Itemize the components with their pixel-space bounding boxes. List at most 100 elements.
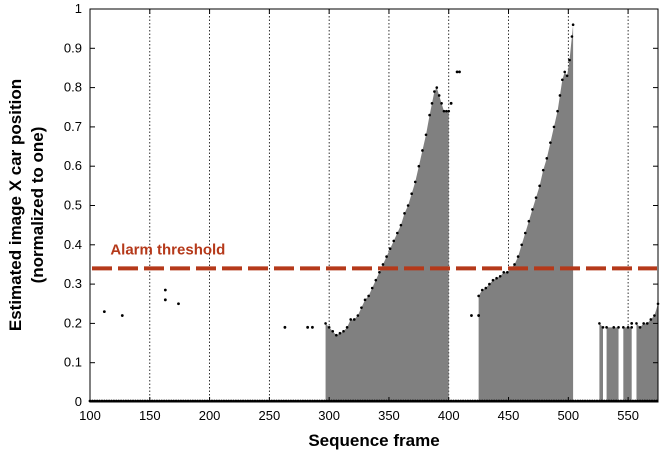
area-segment-5: [623, 327, 632, 402]
y-tick-label: 0: [75, 394, 82, 409]
area-point: [541, 168, 545, 172]
area-point: [421, 149, 424, 152]
scatter-point: [120, 314, 124, 317]
y-tick-label: 0.5: [64, 198, 82, 213]
scatter-point: [102, 310, 106, 314]
threshold: Alarm threshold: [92, 241, 657, 271]
scatter-point: [470, 314, 473, 317]
area-point: [534, 196, 538, 199]
y-axis-subtitle: (normalized to one): [28, 127, 47, 284]
scatter-point: [458, 70, 461, 74]
y-tick-label: 0.6: [64, 158, 82, 173]
scatter-point: [311, 325, 314, 329]
area-point: [527, 219, 531, 223]
area-point: [570, 35, 574, 38]
scatter-points: [102, 23, 660, 337]
scatter-point: [177, 302, 180, 306]
area-point: [552, 125, 556, 129]
area-point: [367, 294, 370, 298]
area-point: [345, 326, 349, 329]
area-point: [378, 271, 381, 274]
area-point: [506, 271, 509, 274]
area-point: [502, 271, 506, 274]
area-segment-2: [478, 24, 574, 402]
scatter-point: [630, 322, 634, 325]
axis-ticks: 100 150 200 250 300 350 400 450 500 550 0 0.1 0.2 0.3…: [64, 1, 658, 423]
x-tick-label: 550: [617, 408, 639, 423]
area-point: [642, 322, 645, 325]
area-point: [356, 314, 360, 317]
area-point: [403, 212, 406, 215]
area-segment-4: [606, 327, 619, 402]
area-point: [406, 204, 410, 207]
area-point: [556, 109, 559, 113]
x-tick-label: 500: [557, 408, 579, 423]
area-point: [523, 231, 527, 235]
area-point: [435, 86, 439, 89]
area-point: [498, 274, 502, 278]
area-point: [442, 109, 446, 113]
area-point: [549, 141, 552, 144]
scatter-point: [163, 298, 167, 302]
x-axis-title: Sequence frame: [308, 431, 439, 450]
area-segment-3: [599, 323, 603, 402]
area-point: [531, 208, 534, 211]
area-point: [635, 322, 638, 325]
x-tick-label: 250: [259, 408, 281, 423]
area-point: [342, 329, 345, 333]
area-point: [445, 109, 448, 113]
area-point: [399, 223, 403, 227]
area-point: [433, 90, 436, 93]
y-tick-label: 0.1: [64, 355, 82, 370]
y-tick-label: 0.2: [64, 315, 82, 330]
area-point: [653, 314, 656, 317]
area-point: [447, 109, 451, 113]
area-point: [360, 306, 363, 309]
area-point: [638, 326, 642, 329]
area-point: [437, 94, 441, 97]
area-point: [649, 318, 653, 321]
area-point: [598, 322, 601, 325]
area-point: [565, 74, 569, 78]
area-segment-6: [636, 303, 658, 402]
area-point: [538, 184, 541, 188]
area-point: [568, 58, 571, 62]
area-point: [558, 94, 562, 97]
area-point: [617, 326, 620, 329]
x-tick-label: 350: [378, 408, 400, 423]
area-point: [520, 243, 523, 247]
area-point: [381, 263, 385, 266]
area-point: [428, 113, 431, 117]
area-point: [396, 231, 399, 235]
area-point: [370, 286, 374, 290]
area-point: [335, 333, 338, 337]
y-tick-label: 0.9: [64, 40, 82, 55]
area-point: [545, 157, 549, 160]
area-point: [331, 329, 335, 333]
x-tick-label: 150: [139, 408, 161, 423]
area-point: [417, 164, 421, 168]
area-point: [563, 70, 567, 74]
area-point: [430, 102, 434, 105]
filled-areas: [325, 24, 658, 402]
area-point: [440, 102, 443, 105]
alarm-threshold-label: Alarm threshold: [110, 241, 225, 258]
area-point: [495, 276, 498, 280]
area-point: [388, 247, 392, 251]
area-point: [491, 278, 495, 282]
scatter-point: [449, 101, 453, 105]
area-point: [363, 298, 367, 302]
area-point: [561, 78, 564, 82]
scatter-point: [306, 325, 310, 329]
x-tick-label: 300: [318, 408, 340, 423]
area-point: [349, 318, 352, 321]
area-segment-1: [325, 87, 449, 402]
area-point: [374, 278, 378, 282]
area-point: [630, 326, 633, 329]
area-point: [513, 263, 516, 266]
area-point: [516, 255, 520, 258]
area-point: [477, 294, 480, 298]
area-point: [410, 192, 413, 196]
scatter-point: [477, 314, 481, 317]
